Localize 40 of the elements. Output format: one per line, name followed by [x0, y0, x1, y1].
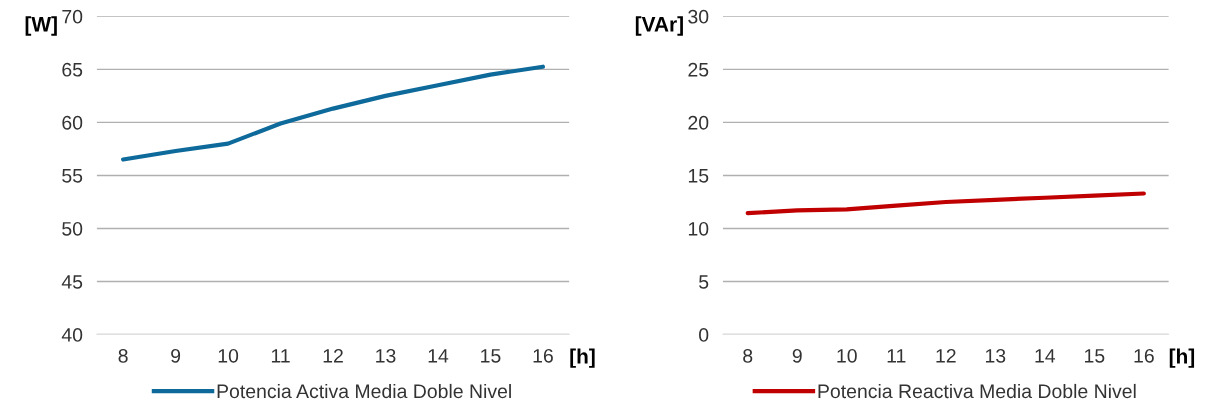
- y-tick-label: 50: [62, 221, 83, 236]
- legend-label: Potencia Reactiva Media Doble Nivel: [818, 383, 1136, 399]
- x-tick-label: 10: [218, 348, 239, 363]
- y-tick-label: 60: [62, 115, 83, 130]
- y-tick-label: 55: [62, 169, 83, 183]
- x-tick-label: 9: [792, 348, 802, 363]
- x-tick-label: 12: [323, 348, 343, 363]
- y-axis-title: [VAr]: [635, 16, 683, 36]
- y-axis-title: [W]: [25, 16, 57, 36]
- y-tick-label: 5: [699, 275, 709, 289]
- y-tick-label: 10: [688, 221, 709, 236]
- y-tick-label: 25: [688, 62, 709, 77]
- x-axis-title: [h]: [570, 348, 595, 368]
- x-tick-label: 14: [1035, 349, 1056, 363]
- y-tick-label: 45: [61, 275, 83, 289]
- y-tick-label: 40: [61, 328, 83, 342]
- x-tick-label: 8: [743, 348, 753, 363]
- y-tick-label: 0: [699, 328, 709, 342]
- y-tick-label: 15: [688, 169, 709, 183]
- legend-label: Potencia Activa Media Doble Nivel: [217, 383, 511, 399]
- x-tick-label: 13: [985, 348, 1006, 363]
- x-tick-label: 10: [837, 348, 857, 363]
- x-tick-label: 11: [271, 349, 290, 363]
- x-tick-label: 16: [533, 348, 553, 363]
- x-tick-label: 9: [171, 348, 181, 363]
- line-series: [121, 64, 546, 162]
- y-tick-label: 20: [688, 115, 709, 130]
- x-axis-title: [h]: [1169, 348, 1195, 368]
- x-tick-label: 16: [1134, 348, 1154, 363]
- x-tick-label: 13: [376, 348, 396, 363]
- x-tick-label: 15: [1085, 349, 1105, 363]
- x-tick-label: 11: [887, 349, 906, 363]
- y-tick-label: 30: [688, 9, 709, 24]
- y-tick-label: 65: [62, 62, 83, 77]
- x-tick-label: 8: [118, 348, 128, 363]
- line-series: [745, 191, 1146, 216]
- y-tick-label: 70: [62, 9, 83, 24]
- x-tick-label: 14: [428, 349, 449, 363]
- x-tick-label: 15: [481, 349, 501, 363]
- x-tick-label: 12: [936, 348, 956, 363]
